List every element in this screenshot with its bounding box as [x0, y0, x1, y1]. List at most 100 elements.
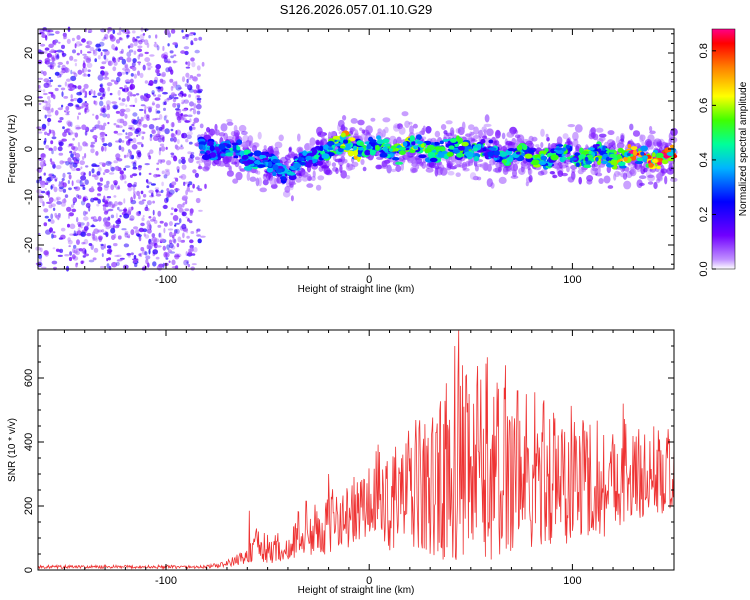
heatmap-cell [148, 216, 152, 219]
heatmap-cell [478, 129, 483, 138]
heatmap-cell [155, 68, 160, 74]
heatmap-cell [427, 151, 436, 158]
heatmap-cell [629, 139, 634, 147]
heatmap-cell [159, 143, 165, 147]
heatmap-cell [57, 107, 63, 111]
heatmap-cell [133, 181, 137, 186]
heatmap-cell [197, 238, 202, 244]
heatmap-cell [445, 120, 453, 125]
colorbar [711, 28, 736, 270]
heatmap-cell [331, 162, 337, 167]
heatmap-cell [229, 147, 235, 151]
heatmap-cell [174, 224, 177, 227]
heatmap-cell [190, 32, 195, 34]
heatmap-cell [158, 232, 161, 238]
heatmap-cell [55, 215, 61, 219]
heatmap-cell [180, 144, 183, 147]
heatmap-cell [41, 190, 46, 194]
heatmap-cell [181, 133, 185, 139]
heatmap-cell [167, 43, 170, 47]
heatmap-cell [69, 251, 72, 256]
heatmap-cell [443, 130, 448, 135]
heatmap-cell [538, 150, 547, 156]
heatmap-cell [196, 160, 200, 164]
heatmap-cell [550, 143, 558, 150]
heatmap-cell [241, 130, 248, 136]
heatmap-cell [139, 72, 144, 79]
heatmap-cell [47, 117, 52, 123]
heatmap-cell [121, 146, 125, 152]
heatmap-cell [81, 38, 86, 43]
heatmap-cell [129, 104, 135, 107]
heatmap-cell [112, 104, 119, 110]
heatmap-cell [80, 184, 86, 187]
heatmap-cell [54, 110, 59, 116]
heatmap-cell [50, 61, 56, 67]
heatmap-cell [159, 73, 166, 77]
heatmap-cell [40, 70, 44, 75]
heatmap-cell [527, 166, 531, 171]
heatmap-cell [138, 131, 141, 137]
heatmap-cell [330, 131, 337, 137]
heatmap-cell [93, 90, 96, 96]
heatmap-y-tick-label: -20 [23, 237, 35, 253]
heatmap-cell [369, 149, 376, 156]
heatmap-cell [201, 61, 205, 67]
heatmap-cell [578, 176, 582, 185]
heatmap-cell [37, 131, 43, 134]
heatmap-cell [107, 161, 113, 165]
heatmap-cell [652, 159, 658, 163]
heatmap-cell [151, 90, 155, 95]
heatmap-cell [138, 210, 141, 214]
heatmap-cell [339, 145, 346, 149]
heatmap-cell [62, 131, 67, 137]
heatmap-cell [113, 130, 119, 134]
heatmap-cell [450, 129, 454, 137]
heatmap-cell [150, 183, 156, 186]
heatmap-cell [89, 46, 95, 52]
heatmap-cell [51, 136, 57, 140]
heatmap-cell [185, 72, 190, 78]
heatmap-cell [90, 148, 95, 154]
heatmap-cell [78, 106, 84, 109]
heatmap-cell [107, 216, 111, 221]
heatmap-cell [340, 126, 348, 132]
heatmap-cell [595, 157, 599, 162]
heatmap-cell [127, 186, 133, 192]
heatmap-cell [115, 219, 122, 225]
heatmap-cell [365, 132, 371, 136]
heatmap-cell [171, 121, 175, 128]
heatmap-cell [78, 112, 81, 115]
heatmap-cell [494, 140, 500, 146]
heatmap-cell [177, 120, 182, 123]
heatmap-cell [196, 95, 201, 98]
heatmap-cell [55, 54, 60, 60]
heatmap-cell [595, 143, 600, 147]
heatmap-cell [99, 177, 104, 182]
heatmap-cell [178, 87, 183, 90]
heatmap-cell [323, 167, 331, 175]
heatmap-cell [157, 210, 162, 217]
heatmap-cell [132, 58, 137, 63]
heatmap-cell [131, 184, 137, 188]
heatmap-cell [163, 222, 168, 227]
heatmap-cell [556, 150, 564, 154]
heatmap-cell [170, 128, 174, 132]
heatmap-cell [474, 165, 479, 172]
heatmap-cell [68, 143, 74, 147]
heatmap-cell [92, 257, 97, 261]
heatmap-cell [91, 223, 95, 227]
heatmap-cell [172, 41, 178, 46]
heatmap-x-tick-label: 0 [366, 274, 372, 286]
heatmap-cell [549, 171, 555, 175]
heatmap-cell [144, 206, 149, 212]
heatmap-cell [547, 142, 551, 152]
heatmap-cell [124, 180, 127, 184]
heatmap-cell [102, 206, 107, 212]
heatmap-cell [128, 127, 133, 130]
heatmap-cell [66, 60, 69, 65]
heatmap-cell [110, 166, 115, 172]
heatmap-cell [231, 142, 239, 146]
heatmap-cell [154, 41, 157, 44]
heatmap-cell [253, 160, 261, 165]
